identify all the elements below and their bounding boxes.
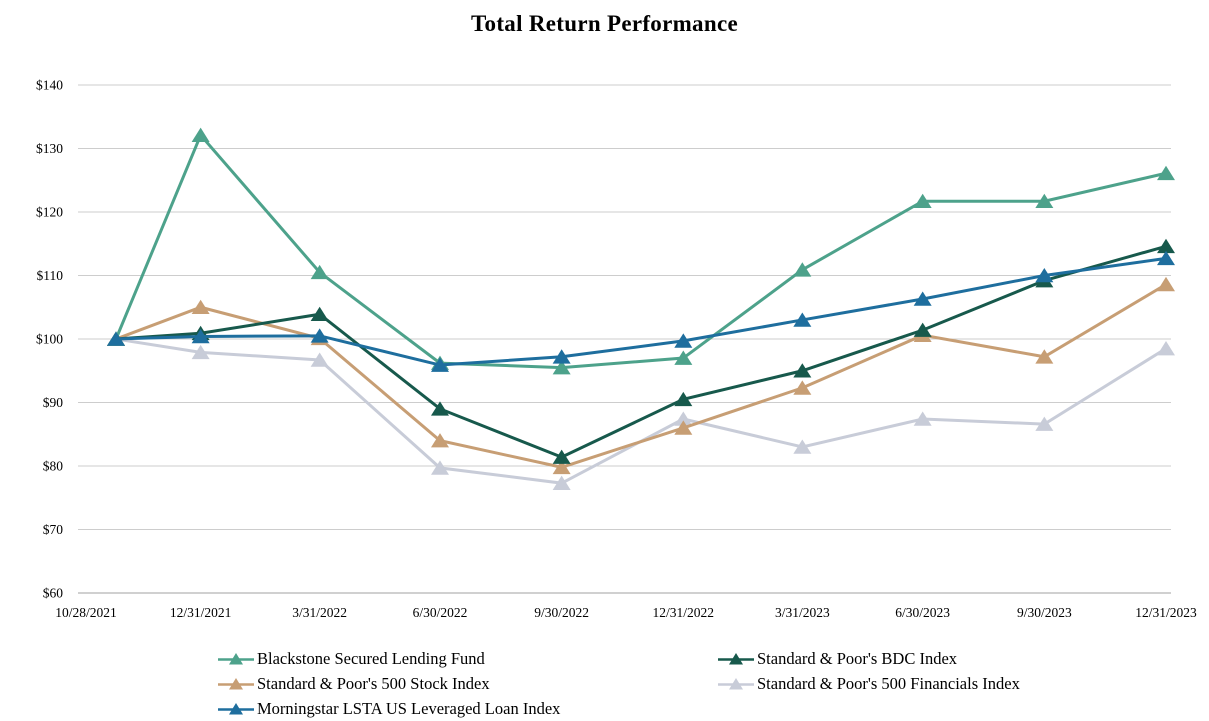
data-point-marker — [674, 333, 693, 348]
data-point-marker — [674, 411, 693, 426]
data-point-marker — [552, 449, 571, 464]
x-tick-label: 6/30/2022 — [413, 605, 468, 620]
data-point-marker — [1157, 250, 1175, 266]
data-point-marker — [430, 401, 449, 416]
data-point-marker — [310, 264, 329, 280]
x-tick-label: 9/30/2023 — [1017, 605, 1072, 620]
data-point-marker — [1157, 238, 1175, 254]
x-tick-label: 12/31/2022 — [653, 605, 715, 620]
legend-item-morningstar-lsta-us-leveraged-loan-index: Morningstar LSTA US Leveraged Loan Index — [218, 696, 560, 721]
legend-line-triangle-marker-icon — [718, 652, 754, 664]
series-line — [115, 256, 1167, 367]
data-point-marker — [913, 411, 932, 426]
legend-item-sp-500-financials-index: Standard & Poor's 500 Financials Index — [718, 671, 1020, 696]
x-tick-label: 12/31/2021 — [170, 605, 232, 620]
data-point-marker — [552, 349, 571, 364]
y-tick-label: $60 — [43, 586, 64, 601]
legend-label: Standard & Poor's 500 Financials Index — [757, 673, 1020, 693]
data-point-marker — [191, 127, 210, 142]
data-point-marker — [1157, 165, 1175, 181]
series-line — [115, 244, 1167, 459]
series-blackstone-secured-lending-fund — [107, 127, 1175, 375]
data-point-marker — [310, 352, 329, 367]
data-point-marker — [793, 262, 812, 277]
data-point-marker — [430, 460, 449, 475]
series-sp-500-stock-index — [107, 276, 1175, 475]
y-tick-label: $130 — [36, 141, 63, 156]
y-tick-label: $140 — [36, 78, 63, 93]
data-point-marker — [552, 459, 571, 475]
data-point-marker — [793, 363, 812, 378]
x-tick-label: 10/28/2021 — [55, 605, 117, 620]
legend-line-triangle-marker-icon — [218, 702, 254, 714]
data-point-marker — [191, 299, 210, 315]
y-tick-label: $80 — [43, 459, 64, 474]
data-point-marker — [107, 331, 125, 346]
x-tick-label: 3/31/2023 — [775, 605, 830, 620]
data-point-marker — [1035, 349, 1054, 364]
data-point-marker — [191, 344, 210, 360]
series-line — [115, 337, 1167, 485]
line-chart-plot-area: $140 $130 $120 $110 $100 $90 $80 $70 $60 10/28/20… — [36, 78, 1197, 621]
data-point-marker — [674, 420, 693, 435]
x-tick-label: 12/31/2023 — [1135, 605, 1197, 620]
legend-line-triangle-marker-icon — [218, 652, 254, 664]
series-morningstar-lsta-us-leveraged-loan-index — [107, 250, 1175, 372]
legend-line-triangle-marker-icon — [718, 677, 754, 689]
data-point-marker — [1035, 416, 1054, 431]
data-point-marker — [1035, 268, 1054, 283]
y-tick-label: $120 — [36, 205, 63, 220]
data-point-marker — [1157, 276, 1175, 292]
y-tick-label: $90 — [43, 395, 64, 410]
legend-item-sp-500-stock-index: Standard & Poor's 500 Stock Index — [218, 671, 560, 696]
legend-item-sp-bdc-index: Standard & Poor's BDC Index — [718, 646, 1020, 671]
data-point-marker — [430, 357, 449, 372]
legend-line-triangle-marker-icon — [218, 677, 254, 689]
data-point-marker — [552, 475, 571, 490]
data-point-marker — [1035, 193, 1054, 209]
data-point-marker — [674, 350, 693, 365]
data-point-marker — [310, 328, 329, 343]
legend-label: Morningstar LSTA US Leveraged Loan Index — [257, 698, 561, 718]
legend-column-left: Blackstone Secured Lending Fund Standard … — [218, 646, 560, 721]
x-tick-label: 6/30/2023 — [895, 605, 950, 620]
data-point-marker — [913, 322, 932, 337]
legend-label: Standard & Poor's BDC Index — [757, 648, 958, 668]
data-point-marker — [552, 360, 571, 375]
legend-label: Standard & Poor's 500 Stock Index — [257, 673, 490, 693]
legend: Blackstone Secured Lending Fund Standard … — [0, 646, 1209, 721]
data-point-marker — [674, 391, 693, 407]
y-tick-label: $100 — [36, 332, 63, 347]
y-tick-label: $110 — [37, 268, 64, 283]
data-point-marker — [793, 312, 812, 327]
x-tick-label: 9/30/2022 — [534, 605, 589, 620]
legend-item-blackstone-secured-lending-fund: Blackstone Secured Lending Fund — [218, 646, 560, 671]
data-point-marker — [1157, 341, 1175, 356]
data-point-marker — [430, 433, 449, 448]
data-point-marker — [310, 306, 329, 322]
legend-label: Blackstone Secured Lending Fund — [257, 648, 485, 668]
data-point-marker — [793, 439, 812, 454]
legend-column-right: Standard & Poor's BDC Index Standard & Po… — [718, 646, 1020, 696]
data-point-marker — [913, 193, 932, 209]
series-line — [114, 132, 1167, 370]
data-point-marker — [191, 328, 210, 344]
data-point-marker — [913, 291, 932, 306]
y-tick-label: $70 — [43, 522, 64, 537]
x-tick-label: 3/31/2022 — [292, 605, 347, 620]
data-point-marker — [793, 380, 812, 395]
chart-title: Total Return Performance — [471, 11, 738, 36]
